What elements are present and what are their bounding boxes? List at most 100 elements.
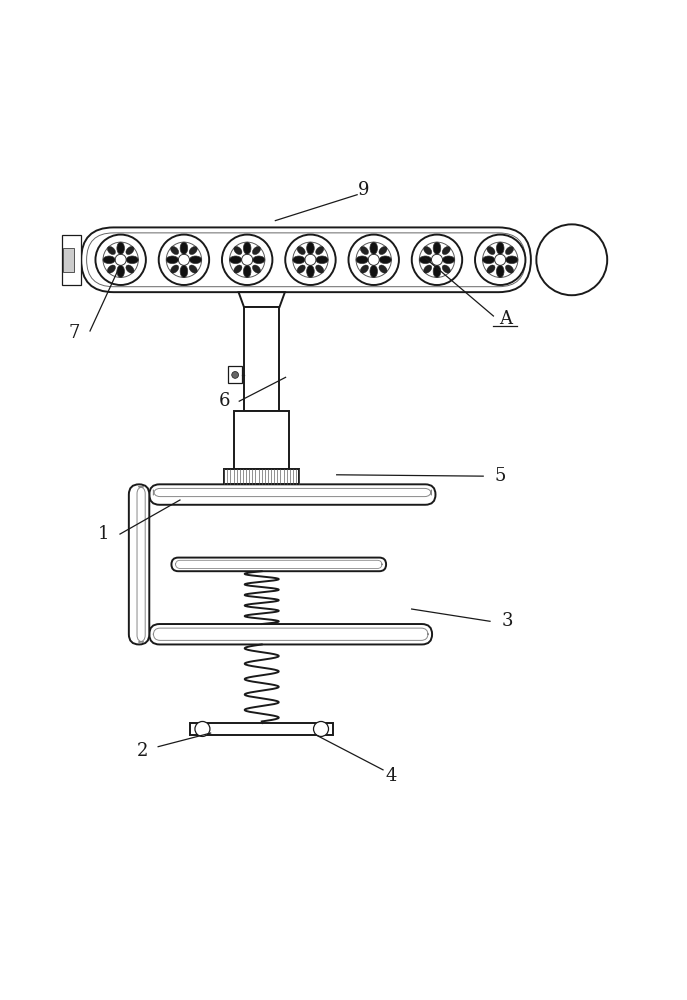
Bar (190, 723, 333, 735)
Text: 5: 5 (495, 467, 506, 485)
Ellipse shape (497, 265, 504, 277)
Ellipse shape (487, 246, 495, 255)
Circle shape (293, 242, 328, 277)
Ellipse shape (107, 265, 115, 273)
Ellipse shape (306, 265, 314, 277)
Circle shape (482, 242, 518, 277)
Circle shape (412, 235, 462, 285)
Ellipse shape (103, 256, 115, 264)
Bar (228, 366, 242, 383)
Ellipse shape (506, 265, 514, 273)
Circle shape (431, 254, 442, 265)
FancyBboxPatch shape (149, 484, 436, 505)
Ellipse shape (234, 246, 242, 255)
Ellipse shape (180, 265, 188, 277)
Ellipse shape (315, 246, 324, 255)
Ellipse shape (126, 256, 138, 264)
Circle shape (356, 242, 392, 277)
Ellipse shape (361, 246, 368, 255)
Text: 2: 2 (137, 742, 148, 760)
Ellipse shape (424, 246, 431, 255)
Ellipse shape (482, 256, 495, 264)
Circle shape (475, 235, 526, 285)
Bar (62, 235, 81, 285)
Ellipse shape (506, 256, 518, 264)
Circle shape (159, 235, 209, 285)
Circle shape (229, 242, 265, 277)
Circle shape (285, 235, 336, 285)
Circle shape (95, 235, 146, 285)
Polygon shape (238, 292, 285, 307)
Text: 3: 3 (502, 612, 513, 630)
Ellipse shape (234, 265, 242, 273)
Circle shape (242, 254, 253, 265)
Ellipse shape (442, 265, 450, 273)
Ellipse shape (442, 246, 450, 255)
Ellipse shape (117, 265, 124, 277)
Ellipse shape (170, 265, 179, 273)
Ellipse shape (166, 256, 179, 264)
Ellipse shape (252, 265, 260, 273)
Ellipse shape (253, 256, 265, 264)
Ellipse shape (433, 242, 441, 254)
Circle shape (222, 235, 273, 285)
Ellipse shape (433, 265, 441, 277)
Ellipse shape (442, 256, 455, 264)
Ellipse shape (293, 256, 305, 264)
Circle shape (495, 254, 506, 265)
Ellipse shape (170, 246, 179, 255)
FancyBboxPatch shape (81, 227, 531, 292)
Bar (63, 248, 74, 272)
Ellipse shape (370, 242, 377, 254)
FancyBboxPatch shape (89, 236, 523, 284)
Ellipse shape (487, 265, 495, 273)
Ellipse shape (107, 246, 115, 255)
Ellipse shape (419, 256, 431, 264)
Ellipse shape (189, 265, 197, 273)
Ellipse shape (126, 246, 134, 255)
Ellipse shape (117, 242, 124, 254)
Text: 7: 7 (69, 324, 80, 342)
Circle shape (103, 242, 138, 277)
Ellipse shape (243, 242, 251, 254)
Ellipse shape (315, 265, 324, 273)
Circle shape (313, 721, 328, 736)
Ellipse shape (190, 256, 201, 264)
Ellipse shape (189, 246, 197, 255)
Ellipse shape (126, 265, 134, 273)
Circle shape (195, 721, 210, 736)
Circle shape (348, 235, 399, 285)
Ellipse shape (252, 246, 260, 255)
Ellipse shape (370, 265, 377, 277)
Circle shape (166, 242, 201, 277)
Circle shape (368, 254, 379, 265)
Ellipse shape (379, 256, 392, 264)
Ellipse shape (506, 246, 514, 255)
FancyBboxPatch shape (172, 558, 386, 571)
Bar (234, 411, 289, 469)
Circle shape (232, 372, 238, 378)
Ellipse shape (424, 265, 431, 273)
Bar (244, 307, 280, 411)
Text: A: A (499, 310, 513, 328)
Ellipse shape (356, 256, 368, 264)
FancyBboxPatch shape (149, 624, 432, 644)
Ellipse shape (297, 265, 305, 273)
Circle shape (115, 254, 126, 265)
Text: 1: 1 (98, 525, 109, 543)
Circle shape (419, 242, 455, 277)
Circle shape (179, 254, 190, 265)
Ellipse shape (379, 246, 387, 255)
Ellipse shape (229, 256, 242, 264)
Ellipse shape (497, 242, 504, 254)
Ellipse shape (379, 265, 387, 273)
Bar (224, 469, 300, 484)
Text: 4: 4 (385, 767, 397, 785)
FancyBboxPatch shape (129, 484, 149, 644)
Ellipse shape (243, 265, 251, 277)
Ellipse shape (180, 242, 188, 254)
Ellipse shape (306, 242, 314, 254)
Ellipse shape (316, 256, 328, 264)
Text: 9: 9 (358, 181, 370, 199)
Circle shape (537, 224, 607, 295)
